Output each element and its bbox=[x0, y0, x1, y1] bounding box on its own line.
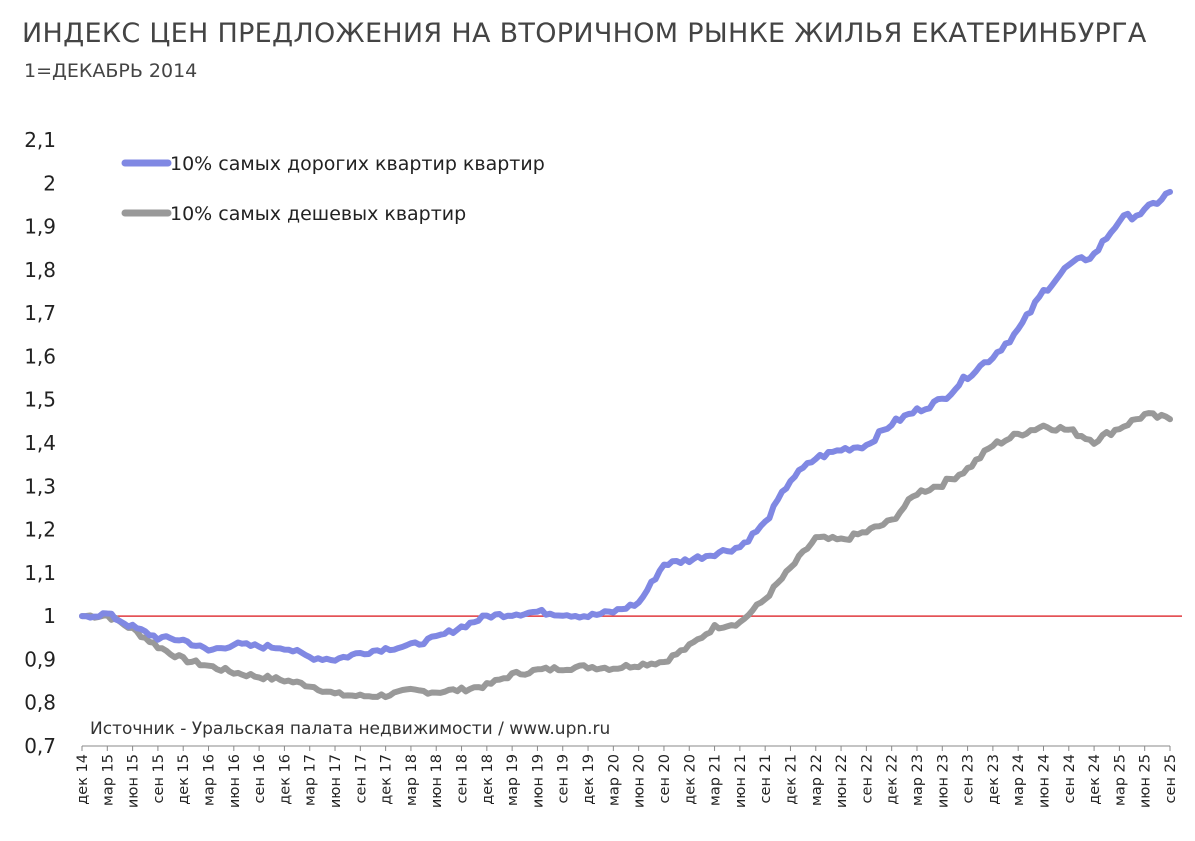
x-tick-label: дек 18 bbox=[480, 754, 496, 805]
x-tick-label: дек 19 bbox=[581, 754, 597, 805]
x-tick-label: июн 18 bbox=[429, 754, 445, 808]
x-tick-label: сен 18 bbox=[455, 754, 471, 803]
y-tick-label: 0,7 bbox=[24, 734, 56, 758]
legend-label: 10% самых дорогих квартир квартир bbox=[170, 153, 545, 175]
x-tick-label: мар 16 bbox=[202, 754, 218, 806]
x-tick-label: июн 15 bbox=[126, 754, 142, 808]
x-tick-label: дек 24 bbox=[1087, 754, 1103, 805]
y-tick-label: 0,9 bbox=[24, 647, 56, 671]
y-axis: 2,1 2 1,9 1,8 1,7 1,6 1,5 1,4 1,3 1,2 1,1 1 0,9 0,8 0,… bbox=[24, 128, 56, 758]
x-tick-label: июн 25 bbox=[1138, 754, 1154, 808]
chart-subtitle: 1=ДЕКАБРЬ 2014 bbox=[24, 60, 198, 82]
x-axis: дек 14 мар 15 июн 15 сен 15 дек 15 мар 16 июн … bbox=[75, 745, 1179, 808]
series-line-2 bbox=[79, 410, 1173, 701]
x-tick-label: дек 14 bbox=[75, 754, 91, 805]
y-tick-label: 2,1 bbox=[24, 128, 56, 152]
x-tick-label: мар 15 bbox=[100, 754, 116, 806]
x-tick-label: мар 18 bbox=[404, 754, 420, 806]
x-tick-label: сен 21 bbox=[758, 754, 774, 803]
x-tick-label: июн 19 bbox=[530, 754, 546, 808]
x-tick-label: сен 15 bbox=[151, 754, 167, 803]
x-tick-label: сен 22 bbox=[859, 754, 875, 803]
x-tick-label: дек 16 bbox=[277, 754, 293, 805]
x-tick-label: июн 24 bbox=[1036, 754, 1052, 808]
x-tick-label: сен 16 bbox=[252, 754, 268, 803]
x-tick-label: июн 20 bbox=[632, 754, 648, 808]
y-tick-label: 1,1 bbox=[24, 561, 56, 585]
y-tick-label: 1,2 bbox=[24, 518, 56, 542]
x-tick-label: сен 19 bbox=[556, 754, 572, 803]
x-tick-label: июн 22 bbox=[834, 754, 850, 808]
x-tick-label: мар 19 bbox=[505, 754, 521, 806]
y-tick-label: 1,9 bbox=[24, 215, 56, 239]
x-tick-label: сен 17 bbox=[353, 754, 369, 803]
x-tick-label: мар 23 bbox=[910, 754, 926, 806]
y-tick-label: 2 bbox=[43, 171, 56, 195]
series-line-1 bbox=[79, 188, 1173, 664]
chart-title: ИНДЕКС ЦЕН ПРЕДЛОЖЕНИЯ НА ВТОРИЧНОМ РЫНК… bbox=[22, 18, 1147, 49]
x-tick-label: дек 17 bbox=[379, 754, 395, 805]
x-tick-label: мар 25 bbox=[1112, 754, 1128, 806]
x-tick-label: дек 20 bbox=[682, 754, 698, 805]
x-tick-label: сен 20 bbox=[657, 754, 673, 803]
x-tick-label: дек 15 bbox=[176, 754, 192, 805]
y-tick-label: 0,8 bbox=[24, 691, 56, 715]
x-tick-label: мар 24 bbox=[1011, 754, 1027, 806]
x-tick-label: мар 20 bbox=[606, 754, 622, 806]
x-tick-label: мар 17 bbox=[303, 754, 319, 806]
y-tick-label: 1,6 bbox=[24, 344, 56, 368]
legend-label: 10% самых дешевых квартир bbox=[170, 203, 466, 225]
y-tick-label: 1 bbox=[43, 604, 56, 628]
x-tick-label: июн 17 bbox=[328, 754, 344, 808]
x-tick-label: июн 23 bbox=[935, 754, 951, 808]
x-tick-label: мар 21 bbox=[708, 754, 724, 806]
y-tick-label: 1,3 bbox=[24, 474, 56, 498]
x-tick-label: сен 23 bbox=[961, 754, 977, 803]
y-tick-label: 1,7 bbox=[24, 301, 56, 325]
x-tick-label: дек 21 bbox=[783, 754, 799, 805]
y-tick-label: 1,8 bbox=[24, 258, 56, 282]
x-tick-label: июн 21 bbox=[733, 754, 749, 808]
x-tick-label: сен 25 bbox=[1163, 754, 1179, 803]
source-note: Источник - Уральская палата недвижимости… bbox=[90, 719, 610, 739]
y-tick-label: 1,4 bbox=[24, 431, 56, 455]
y-tick-label: 1,5 bbox=[24, 388, 56, 412]
x-tick-label: дек 22 bbox=[885, 754, 901, 805]
series-lines bbox=[79, 188, 1173, 701]
x-tick-label: дек 23 bbox=[986, 754, 1002, 805]
x-tick-label: мар 22 bbox=[809, 754, 825, 806]
legend: 10% самых дорогих квартир квартир 10% сам… bbox=[121, 153, 545, 225]
x-tick-label: июн 16 bbox=[227, 754, 243, 808]
x-tick-label: сен 24 bbox=[1062, 754, 1078, 803]
